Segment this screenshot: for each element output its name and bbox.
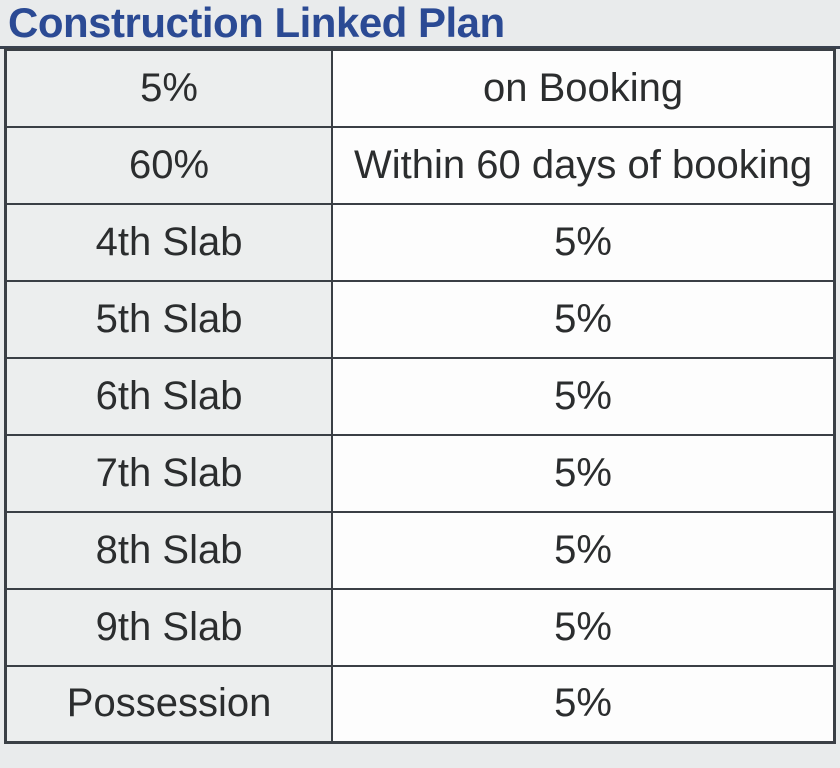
table-row: 7th Slab 5% bbox=[4, 433, 836, 513]
payment-plan-table-body: 5% on Booking 60% Within 60 days of book… bbox=[4, 48, 836, 744]
table-row: 9th Slab 5% bbox=[4, 587, 836, 667]
table-row: Possession 5% bbox=[4, 664, 836, 744]
payment-cell: 5% bbox=[331, 202, 836, 282]
payment-plan-table: 5% on Booking 60% Within 60 days of book… bbox=[4, 48, 836, 744]
payment-cell: 5% bbox=[331, 356, 836, 436]
payment-cell: Within 60 days of booking bbox=[331, 125, 836, 205]
table-row: 5% on Booking bbox=[4, 48, 836, 128]
milestone-cell: 5th Slab bbox=[4, 279, 334, 359]
table-row: 6th Slab 5% bbox=[4, 356, 836, 436]
table-row: 4th Slab 5% bbox=[4, 202, 836, 282]
payment-cell: 5% bbox=[331, 433, 836, 513]
milestone-cell: 4th Slab bbox=[4, 202, 334, 282]
milestone-cell: 6th Slab bbox=[4, 356, 334, 436]
table-row: 8th Slab 5% bbox=[4, 510, 836, 590]
milestone-cell: 9th Slab bbox=[4, 587, 334, 667]
page-header: Construction Linked Plan bbox=[0, 0, 840, 49]
table-row: 5th Slab 5% bbox=[4, 279, 836, 359]
milestone-cell: 8th Slab bbox=[4, 510, 334, 590]
milestone-cell: Possession bbox=[4, 664, 334, 744]
payment-cell: 5% bbox=[331, 664, 836, 744]
page-title: Construction Linked Plan bbox=[8, 0, 505, 46]
payment-cell: 5% bbox=[331, 510, 836, 590]
payment-cell: 5% bbox=[331, 279, 836, 359]
milestone-cell: 60% bbox=[4, 125, 334, 205]
table-row: 60% Within 60 days of booking bbox=[4, 125, 836, 205]
payment-cell: on Booking bbox=[331, 48, 836, 128]
payment-cell: 5% bbox=[331, 587, 836, 667]
milestone-cell: 5% bbox=[4, 48, 334, 128]
milestone-cell: 7th Slab bbox=[4, 433, 334, 513]
